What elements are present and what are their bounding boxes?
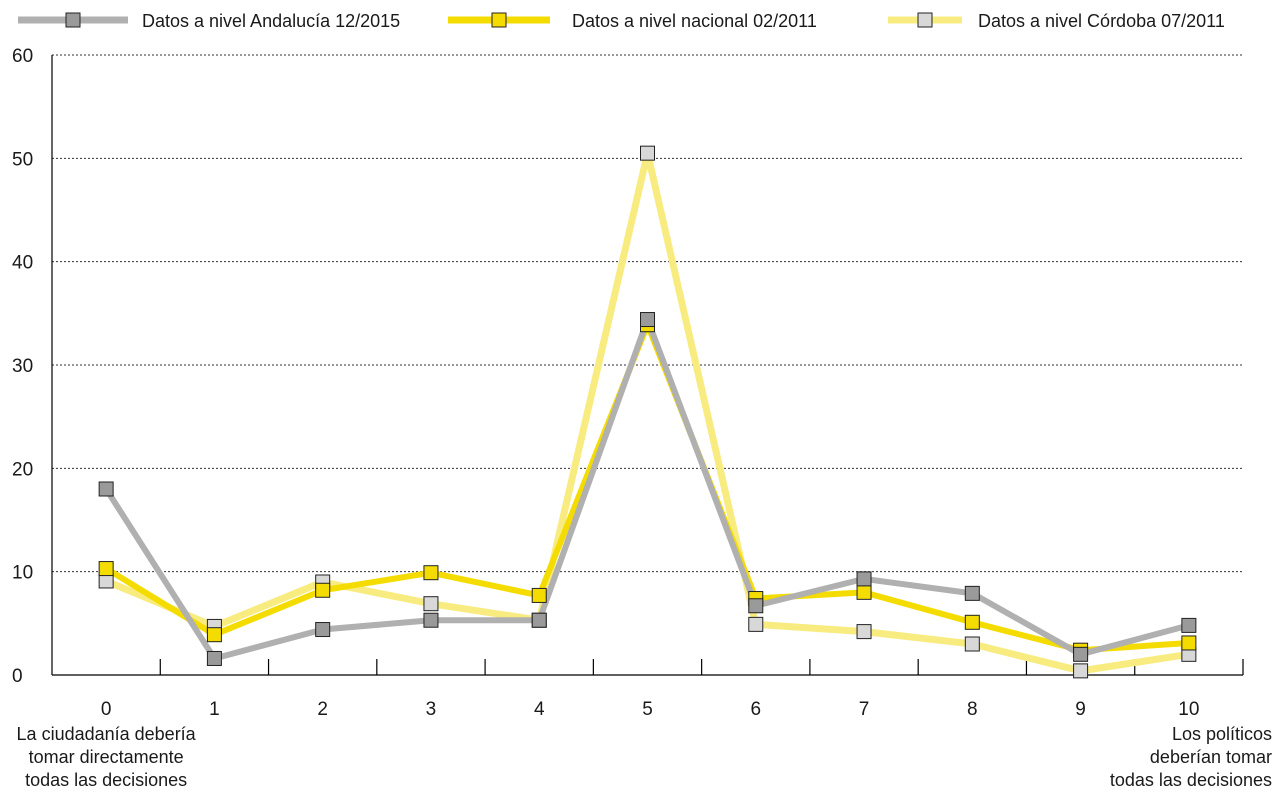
y-tick-label: 40	[12, 253, 33, 274]
data-point	[856, 584, 872, 600]
endpoint-note-right: todas las decisiones	[1110, 770, 1272, 790]
legend-label: Datos a nivel nacional 02/2011	[572, 11, 817, 31]
data-point	[206, 627, 222, 643]
endpoint-note-left: tomar directamente	[29, 747, 184, 767]
data-point	[964, 636, 980, 652]
x-tick-label: 0	[101, 699, 112, 720]
legend-label: Datos a nivel Andalucía 12/2015	[142, 11, 400, 31]
x-tick-label: 1	[209, 699, 220, 720]
x-tick-label: 6	[750, 699, 761, 720]
legend-swatch-marker	[917, 12, 933, 28]
y-tick-label: 0	[12, 666, 23, 687]
x-tick-label: 9	[1075, 699, 1086, 720]
x-tick-label: 5	[642, 699, 653, 720]
x-tick-label: 2	[317, 699, 328, 720]
x-tick-label: 8	[967, 699, 978, 720]
x-tick-label: 4	[534, 699, 545, 720]
y-tick-label: 20	[12, 459, 33, 480]
labels: 0 10 20 30 40 50 60 0 1 2 3 4 5 6 7 8 9 10 La ciudadanía d…	[12, 46, 1272, 790]
y-tick-label: 10	[12, 563, 33, 584]
data-point	[423, 565, 439, 581]
data-point	[531, 587, 547, 603]
legend-label: Datos a nivel Córdoba 07/2011	[978, 11, 1225, 31]
data-point	[315, 622, 331, 638]
y-tick-label: 60	[12, 46, 33, 67]
data-point	[640, 145, 655, 161]
data-point	[1073, 663, 1089, 679]
data-point	[98, 481, 114, 497]
data-point	[640, 312, 655, 328]
data-point	[206, 650, 222, 666]
endpoint-note-right: deberían tomar	[1150, 747, 1272, 767]
series-lines	[98, 145, 1197, 679]
y-tick-label: 30	[12, 356, 33, 377]
endpoint-note-left: todas las decisiones	[25, 770, 187, 790]
data-point	[1181, 617, 1197, 633]
data-point	[1073, 646, 1089, 662]
y-tick-label: 50	[12, 149, 33, 170]
gridlines	[52, 54, 1243, 573]
data-point	[748, 616, 764, 632]
endpoint-note-left: La ciudadanía debería	[17, 724, 197, 744]
data-point	[423, 596, 439, 612]
data-point	[856, 571, 872, 587]
data-point	[964, 614, 980, 630]
legend-swatch-marker	[491, 12, 507, 28]
data-point	[748, 598, 764, 614]
series-line	[102, 149, 1193, 675]
data-point	[964, 585, 980, 601]
legend-swatch-marker	[65, 12, 81, 28]
endpoint-note-right: Los políticos	[1172, 724, 1272, 744]
data-point	[531, 612, 547, 628]
data-point	[1181, 635, 1197, 651]
x-tick-label: 7	[859, 699, 870, 720]
data-point	[856, 624, 872, 640]
x-tick-label: 10	[1178, 699, 1199, 720]
legend: Datos a nivel Andalucía 12/2015 Datos a n…	[18, 11, 1225, 31]
x-tick-label: 3	[426, 699, 437, 720]
data-point	[98, 561, 114, 577]
data-point	[315, 582, 331, 598]
data-point	[423, 612, 439, 628]
